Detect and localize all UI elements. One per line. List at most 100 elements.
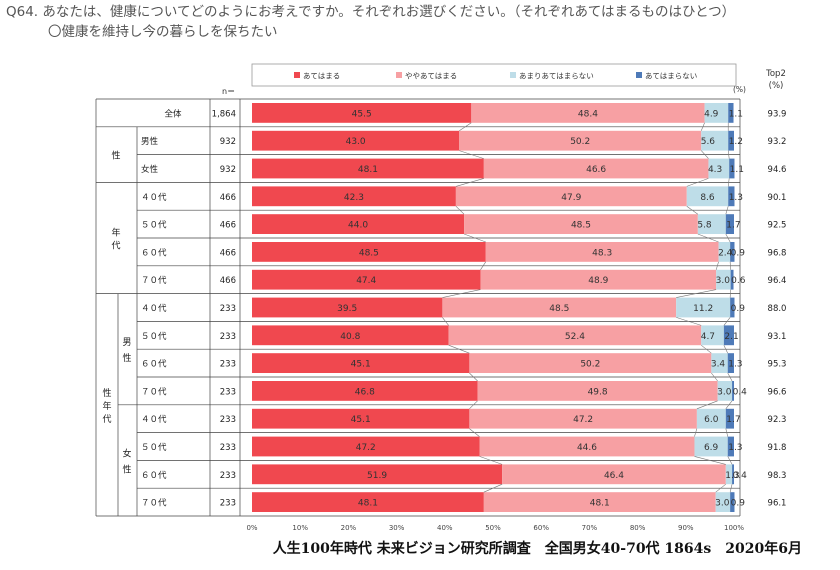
group-label-char: 年 (102, 400, 111, 412)
bar-value-label: 4.9 (704, 109, 719, 119)
series-connector (459, 122, 472, 132)
bar-segment (469, 408, 697, 429)
subgroup-label-char: 男 (122, 337, 131, 348)
legend-swatch (396, 72, 402, 78)
series-connector (701, 344, 712, 354)
row-label: ６０代 (141, 247, 167, 258)
bar-value-label: 46.8 (355, 387, 375, 397)
x-tick-label: 60% (533, 524, 549, 532)
series-connector (483, 483, 503, 493)
group-label-char: 年 (111, 227, 120, 239)
series-connector (480, 261, 487, 270)
series-connector (723, 345, 729, 354)
row-top2: 93.9 (768, 109, 787, 119)
bar-value-label: 52.4 (565, 332, 585, 342)
bar-segment (686, 186, 729, 207)
bar-value-label: 6.9 (704, 443, 719, 453)
series-connector (448, 344, 470, 354)
row-top2: 91.8 (768, 443, 787, 453)
bar-value-label: 1.3 (728, 443, 742, 453)
series-connector (479, 456, 503, 465)
row-label: ５０代 (141, 220, 167, 231)
row-n: 233 (220, 304, 236, 314)
bar-value-label: 46.4 (604, 471, 624, 481)
row-top2: 92.3 (768, 415, 787, 425)
bar-value-label: 47.2 (573, 415, 593, 425)
bar-segment (704, 103, 729, 123)
bar-segment (252, 186, 456, 207)
legend-box (251, 63, 737, 87)
bar-value-label: 0.9 (731, 499, 746, 509)
top2-header: Top2 (765, 69, 786, 79)
row-n: 466 (220, 276, 236, 286)
series-connector (715, 261, 719, 270)
question-subtitle: 〇健康を維持し今の暮らしを保ちたい (48, 24, 278, 40)
group-label-char: 性 (111, 150, 120, 162)
bar-segment (469, 353, 712, 373)
bar-segment (728, 130, 734, 151)
x-tick-label: 40% (437, 524, 453, 532)
bar-segment (717, 381, 733, 401)
bar-value-label: 50.2 (570, 137, 590, 147)
bar-segment (701, 325, 724, 346)
bar-segment (676, 297, 731, 318)
row-top2: 94.6 (768, 165, 787, 175)
row-label: ４０代 (141, 303, 167, 314)
bar-segment (716, 269, 731, 290)
series-connector (676, 289, 717, 298)
series-connector (727, 178, 730, 187)
bar-segment (715, 492, 731, 512)
bar-value-label: 8.6 (700, 193, 715, 203)
row-label: ７０代 (141, 386, 167, 397)
row-n: 1,864 (212, 109, 236, 119)
bar-value-label: 0.4 (733, 471, 748, 481)
bar-value-label: 4.3 (708, 165, 722, 175)
bar-segment (696, 408, 726, 429)
row-top2: 96.8 (768, 248, 787, 258)
bar-segment (708, 158, 730, 179)
bar-segment (732, 464, 734, 485)
series-connector (442, 317, 449, 326)
bar-segment (252, 158, 484, 179)
bar-value-label: 1.3 (728, 360, 742, 370)
bar-segment (732, 381, 734, 401)
x-tick-label: 80% (630, 524, 646, 532)
bar-segment (480, 269, 717, 290)
bar-value-label: 47.4 (356, 276, 376, 286)
series-connector (694, 456, 726, 465)
bar-value-label: 48.3 (592, 248, 612, 258)
row-top2: 96.4 (768, 276, 787, 286)
subgroup-label-char: 女 (122, 447, 131, 459)
legend-label: ややあてはまる (405, 72, 457, 81)
row-n: 466 (220, 221, 236, 231)
bar-segment (701, 130, 729, 151)
series-connector (686, 178, 709, 187)
bar-value-label: 43.0 (346, 137, 366, 147)
row-label: ４０代 (141, 414, 167, 425)
x-tick-label: 30% (389, 524, 405, 532)
row-n: 466 (220, 248, 236, 258)
row-label: ７０代 (141, 275, 167, 286)
bar-value-label: 45.1 (351, 360, 371, 370)
bar-segment (727, 436, 734, 457)
series-connector (725, 400, 733, 409)
bar-value-label: 39.5 (337, 304, 357, 314)
bar-value-label: 46.6 (586, 165, 606, 175)
bar-value-label: 5.8 (697, 221, 712, 231)
bar-segment (730, 492, 735, 512)
bar-segment (252, 381, 478, 401)
bar-value-label: 2.1 (724, 332, 738, 342)
bar-segment (459, 130, 702, 151)
row-n: 466 (220, 193, 236, 203)
legend-label: あてはまらない (645, 72, 697, 81)
bar-segment (730, 297, 735, 318)
bar-segment (252, 103, 472, 123)
bar-segment (477, 381, 718, 401)
bar-segment (252, 464, 503, 485)
series-connector (711, 372, 718, 382)
row-label: ５０代 (141, 442, 167, 453)
bar-segment (252, 353, 470, 373)
series-connector (455, 178, 484, 187)
series-connector (697, 233, 719, 243)
